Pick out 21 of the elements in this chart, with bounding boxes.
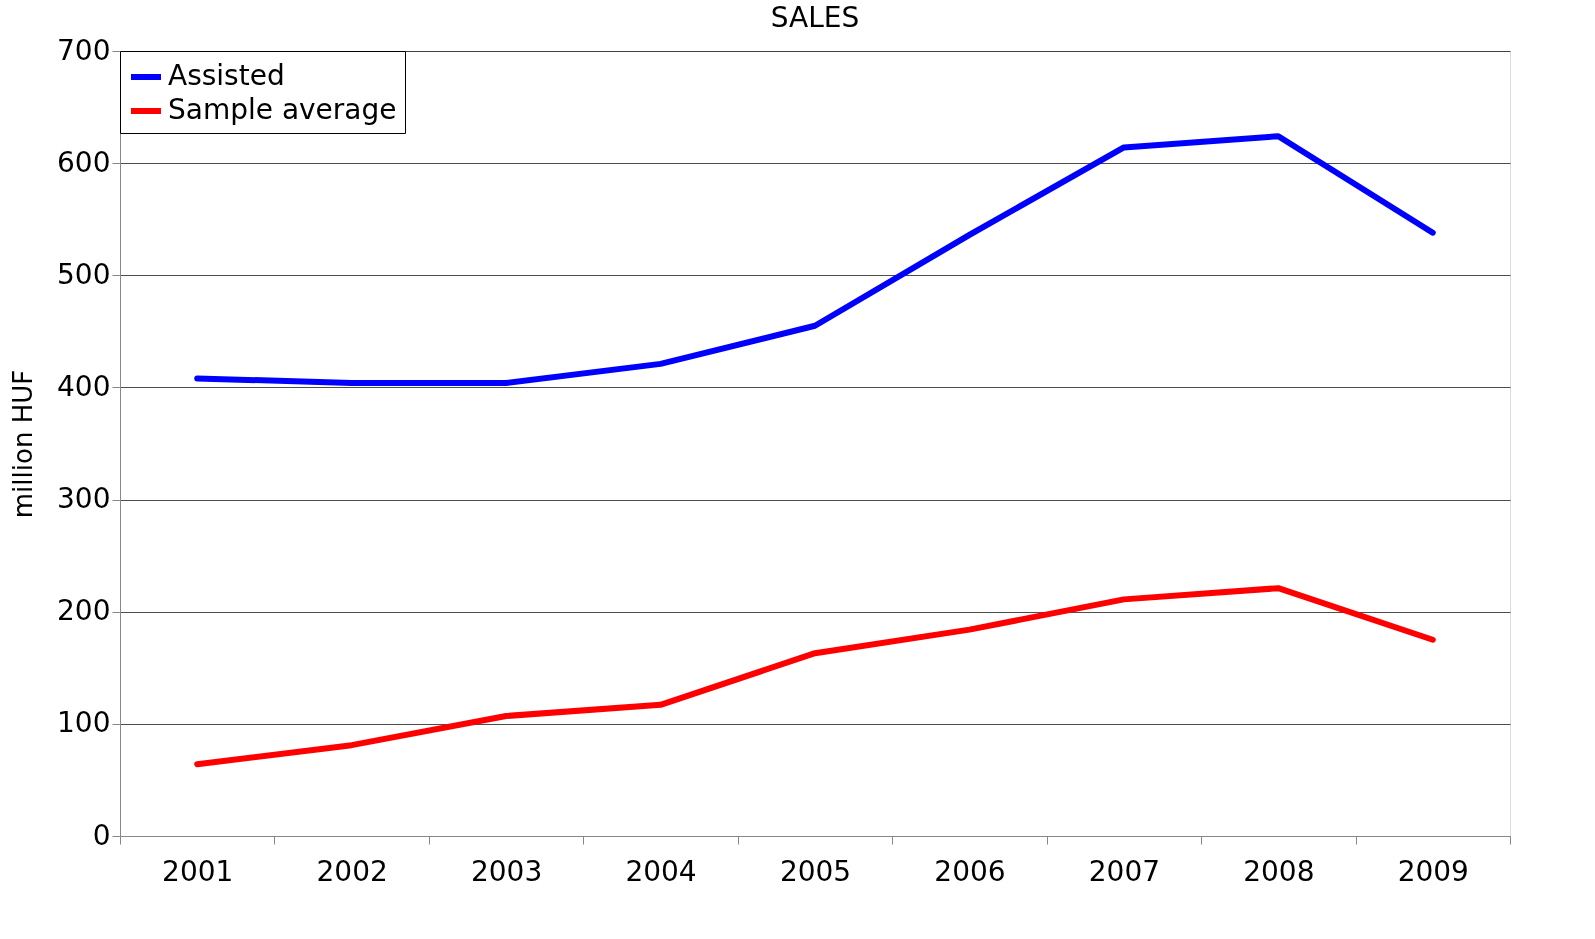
legend-label: Sample average xyxy=(168,93,397,126)
legend-label: Assisted xyxy=(168,59,285,92)
y-tick-label: 300 xyxy=(57,482,111,516)
x-tick-label: 2006 xyxy=(934,854,1006,888)
y-axis-title: million HUF xyxy=(8,369,39,519)
y-tick-label: 0 xyxy=(92,818,111,852)
y-tick-label: 600 xyxy=(57,145,111,179)
y-tick-label: 200 xyxy=(57,594,111,628)
x-tick-label: 2005 xyxy=(779,854,852,888)
x-tick-label: 2003 xyxy=(470,854,543,888)
chart-title: SALES xyxy=(770,1,860,34)
y-tick-label: 400 xyxy=(57,369,111,403)
x-tick-label: 2002 xyxy=(316,854,388,888)
x-tick-label: 2009 xyxy=(1397,854,1469,888)
y-tick-label: 100 xyxy=(57,706,111,740)
x-tick-label: 2008 xyxy=(1243,854,1315,888)
y-tick-label: 700 xyxy=(57,33,111,67)
x-tick-label: 2001 xyxy=(162,854,234,888)
y-tick-label: 500 xyxy=(57,257,111,291)
x-tick-label: 2007 xyxy=(1088,854,1161,888)
x-tick-label: 2004 xyxy=(625,854,697,888)
